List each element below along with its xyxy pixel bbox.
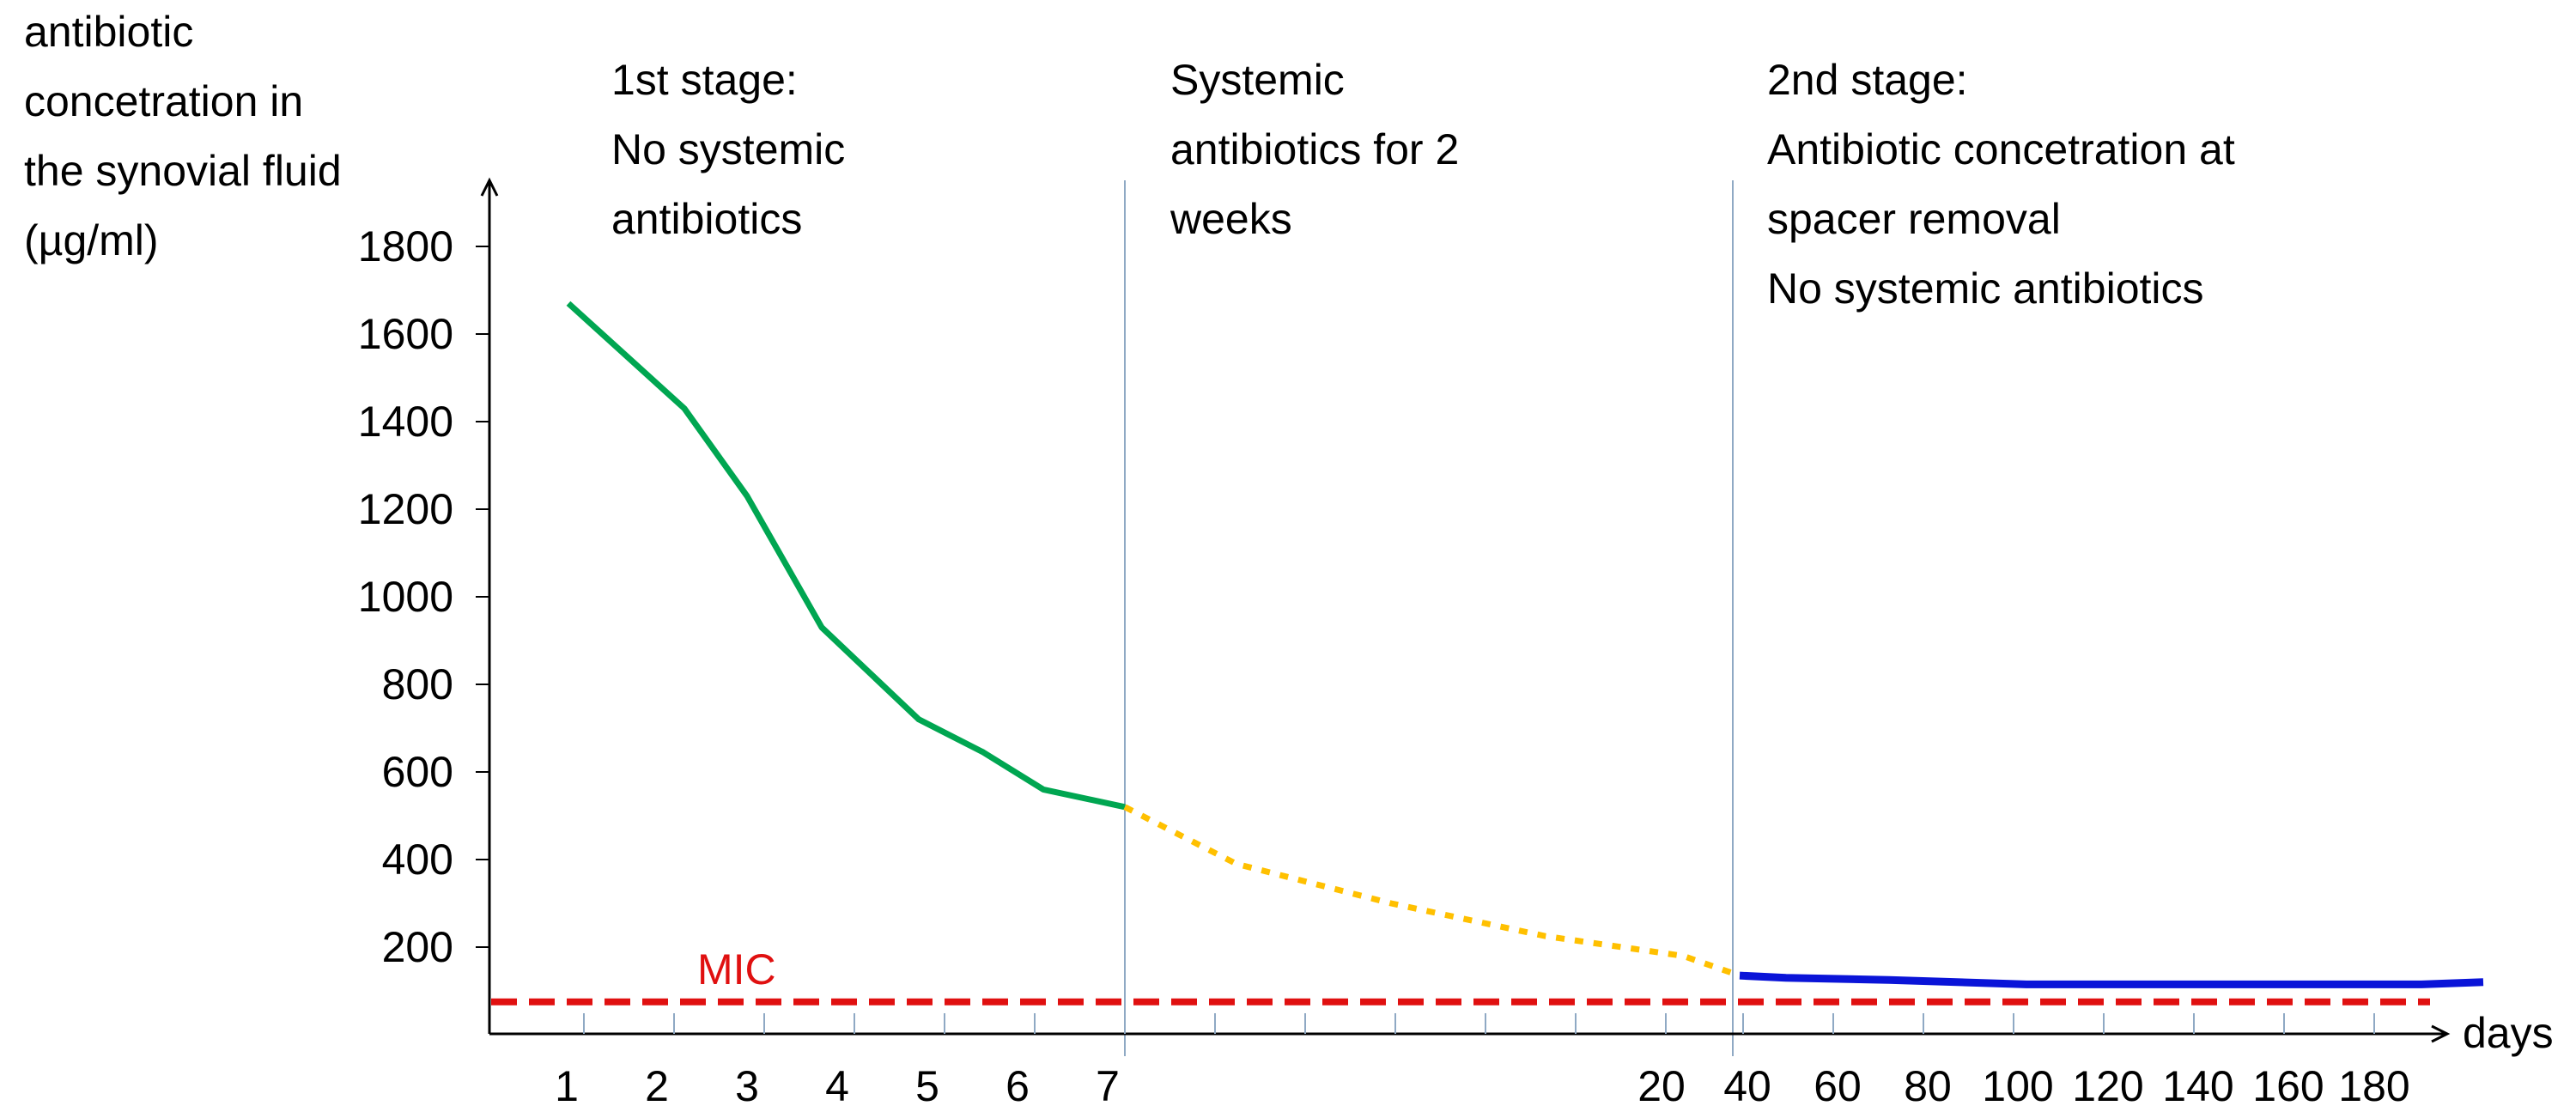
x-axis-title: days <box>2463 1009 2554 1057</box>
x-tick-label: 5 <box>915 1062 939 1110</box>
mic-label: MIC <box>697 945 776 993</box>
y-tick-label: 200 <box>382 923 453 971</box>
stage2-data-point <box>2284 984 2285 985</box>
stage1-data-point <box>983 752 984 753</box>
systemic-data-point <box>1236 864 1237 865</box>
x-tick-label: 140 <box>2162 1062 2233 1110</box>
stage1-annotation-line: 1st stage: <box>611 56 798 104</box>
y-axis-title-line: the synovial fluid <box>24 147 342 195</box>
y-tick-label: 800 <box>382 660 453 708</box>
y-tick-label: 600 <box>382 748 453 796</box>
x-tick-label: 4 <box>825 1062 849 1110</box>
stage1-data-point <box>684 408 685 409</box>
x-tick-label: 2 <box>645 1062 669 1110</box>
x-tick-label: 120 <box>2072 1062 2143 1110</box>
x-tick-label: 6 <box>1005 1062 1030 1110</box>
y-tick-label: 1200 <box>358 485 453 533</box>
systemic-antibiotics-line <box>1123 804 1741 979</box>
stage2-data-point <box>2370 984 2371 985</box>
axes: days <box>480 177 2554 1057</box>
stage2-annotation-line: No systemic antibiotics <box>1767 264 2204 313</box>
stage1-data-point <box>568 303 569 304</box>
systemic-annotation-line: Systemic <box>1170 56 1345 104</box>
stage2-concentration-line <box>1739 971 2484 988</box>
x-tick-label: 100 <box>1982 1062 2053 1110</box>
x-tick-label: 60 <box>1814 1062 1862 1110</box>
y-axis-title-line: antibiotic <box>24 8 193 56</box>
stage2-data-point <box>2421 984 2422 985</box>
x-tick-label: 7 <box>1096 1062 1120 1110</box>
systemic-annotation-line: weeks <box>1170 195 1292 243</box>
y-axis-title-line: concetration in <box>24 77 303 125</box>
x-tick-label: 160 <box>2252 1062 2324 1110</box>
concentration-series <box>566 301 2484 988</box>
y-axis-arrowhead <box>480 177 499 197</box>
y-tick-label: 1400 <box>358 398 453 446</box>
stage2-data-point <box>2483 981 2484 982</box>
stage1-data-point <box>919 719 920 720</box>
x-tick-label: 20 <box>1637 1062 1686 1110</box>
y-tick-label: 1800 <box>358 222 453 270</box>
x-tick-label: 1 <box>555 1062 579 1110</box>
stage1-data-point <box>747 495 748 496</box>
stage1-annotation-line: No systemic <box>611 125 845 173</box>
stage2-data-point <box>2198 984 2199 985</box>
axis-ticks: 200 400 600 800 1000 1200 1400 1600 1800 1 2 3 4 5 6 7 2… <box>358 222 2410 1110</box>
stage1-data-point <box>1043 789 1044 790</box>
stage2-annotation-line: Antibiotic concetration at <box>1767 125 2235 173</box>
stage2-data-point <box>1786 977 1787 978</box>
systemic-annotation-line: antibiotics for 2 <box>1170 125 1459 173</box>
stage2-data-point <box>1889 980 1890 981</box>
stage2-annotation-line: spacer removal <box>1767 195 2061 243</box>
x-axis-arrowhead <box>2431 1024 2451 1043</box>
y-tick-label: 1000 <box>358 573 453 621</box>
x-tick-label: 40 <box>1723 1062 1771 1110</box>
systemic-data-point <box>1391 903 1392 904</box>
stage2-data-point <box>1740 975 1741 976</box>
mic-threshold: MIC <box>491 945 2430 1006</box>
stage1-concentration-line <box>566 301 1126 811</box>
y-axis-title-line: (µg/ml) <box>24 216 159 264</box>
stage2-data-point <box>2026 984 2027 985</box>
x-tick-label: 3 <box>735 1062 759 1110</box>
systemic-data-point <box>1125 806 1126 807</box>
stage1-data-point <box>822 627 823 628</box>
y-tick-label: 1600 <box>358 310 453 358</box>
x-tick-label: 80 <box>1904 1062 1952 1110</box>
x-tick-label: 180 <box>2338 1062 2409 1110</box>
stage-annotations: antibiotic concetration in the synovial fl… <box>24 8 2235 313</box>
stage-dividers <box>1124 180 1734 1056</box>
y-tick-label: 400 <box>382 835 453 884</box>
systemic-data-point <box>1683 956 1684 957</box>
stage2-annotation-line: 2nd stage: <box>1767 56 1968 104</box>
stage1-annotation-line: antibiotics <box>611 195 802 243</box>
stage2-data-point <box>2112 984 2113 985</box>
